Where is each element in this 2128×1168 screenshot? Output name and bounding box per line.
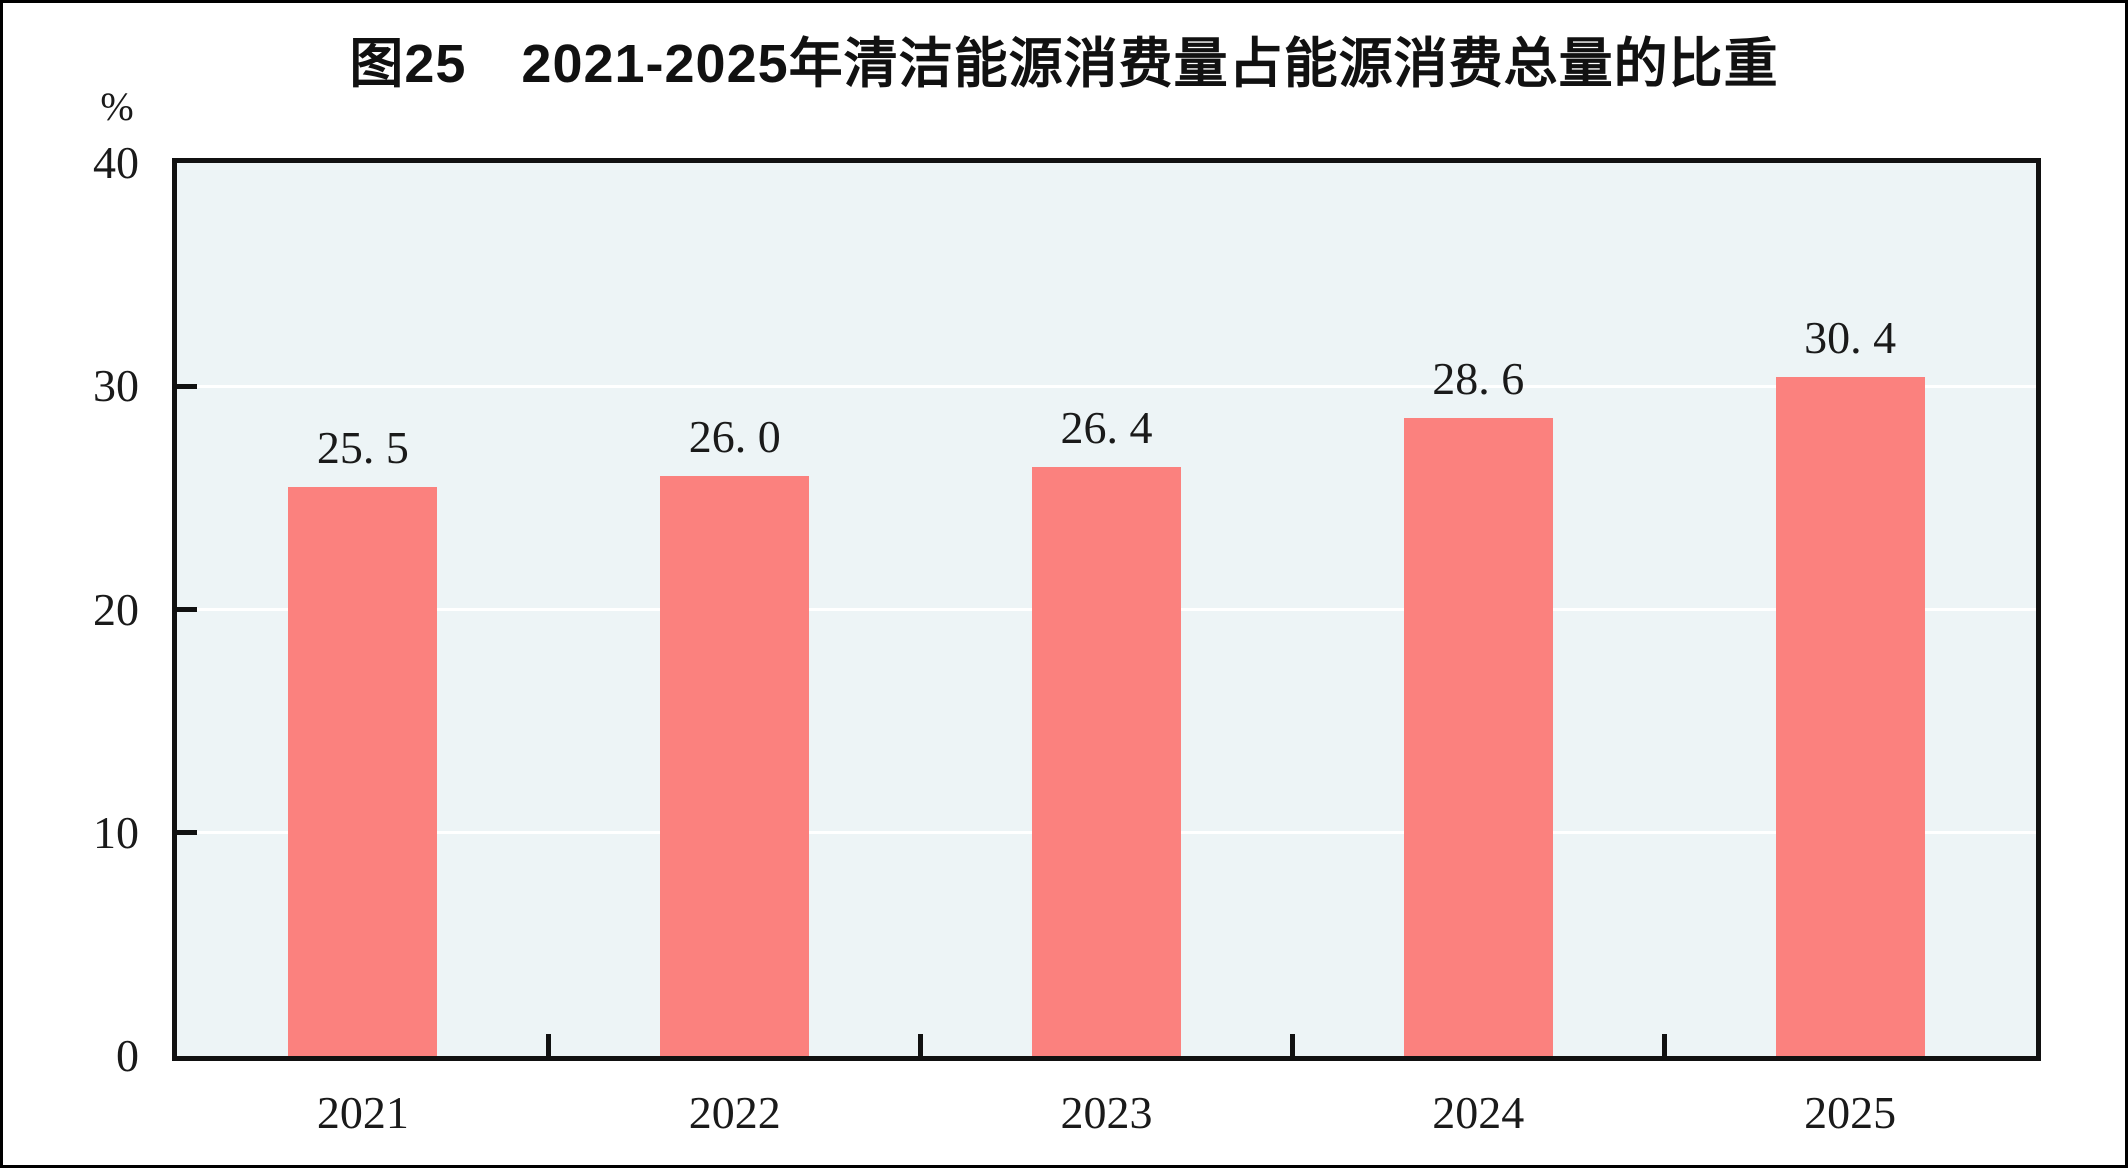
bar-2023 xyxy=(1032,466,1181,1056)
y-tick-label-40: 40 xyxy=(93,137,139,188)
bar-2024 xyxy=(1403,417,1553,1056)
plot-area: 25. 5 26. 0 26. 4 28. 6 30. 4 xyxy=(172,158,2041,1061)
bar-value-label-2021: 25. 5 xyxy=(316,421,409,473)
bar-value-label-2023: 26. 4 xyxy=(1060,401,1153,453)
y-tick-label-20: 20 xyxy=(93,583,139,635)
bar-value-label-2025: 30. 4 xyxy=(1804,312,1897,364)
chart-title: 图25 2021-2025年清洁能源消费量占能源消费总量的比重 xyxy=(349,34,1779,94)
y-axis-tick-10 xyxy=(177,830,197,836)
x-tick-label-2021: 2021 xyxy=(316,1087,409,1138)
y-tick-label-0: 0 xyxy=(116,1030,139,1081)
y-axis-tick-20 xyxy=(177,607,197,612)
gridline-30 xyxy=(177,384,2036,388)
bar-2025 xyxy=(1775,377,1925,1056)
x-axis-tick-3 xyxy=(1289,1034,1295,1056)
x-axis-tick-1 xyxy=(546,1034,552,1056)
x-axis-tick-2 xyxy=(918,1034,924,1056)
x-tick-label-2023: 2023 xyxy=(1060,1087,1153,1138)
bar-value-label-2024: 28. 6 xyxy=(1432,352,1525,404)
y-tick-label-10: 10 xyxy=(93,806,139,858)
bar-2021 xyxy=(288,486,438,1056)
y-axis-unit-label: % xyxy=(100,84,134,129)
x-tick-label-2024: 2024 xyxy=(1432,1087,1525,1138)
y-axis-tick-30 xyxy=(177,383,197,389)
x-axis-tick-4 xyxy=(1661,1034,1667,1056)
x-tick-label-2022: 2022 xyxy=(688,1087,781,1138)
bar-value-label-2022: 26. 0 xyxy=(688,410,781,462)
bar-2022 xyxy=(660,475,810,1056)
x-tick-label-2025: 2025 xyxy=(1804,1087,1897,1138)
y-tick-label-30: 30 xyxy=(93,360,139,412)
